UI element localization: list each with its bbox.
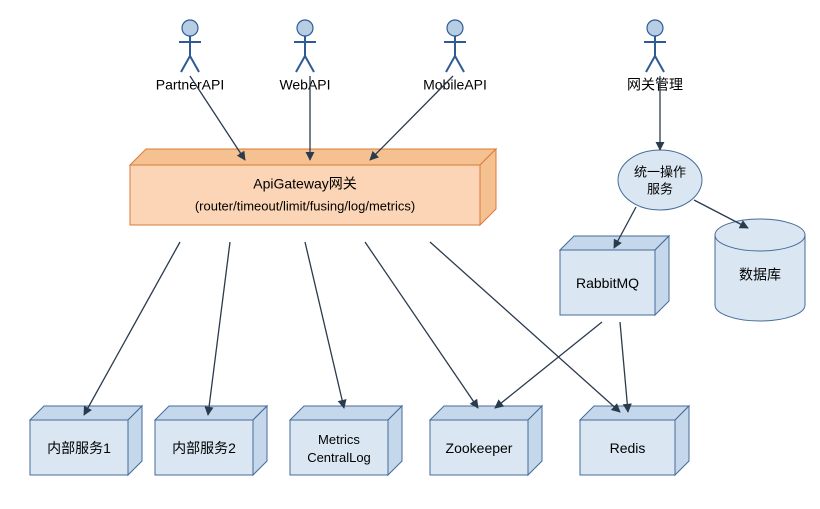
actor-web [294, 20, 316, 72]
edge-5 [694, 200, 748, 228]
ellipse-l2: 服务 [647, 181, 673, 196]
cyl-label: 数据库 [739, 267, 781, 283]
node-opservice [618, 150, 702, 210]
cube-label-redis: Redis [610, 440, 646, 456]
actor-label-partner: PartnerAPI [156, 77, 224, 93]
cube-label1-metrics: Metrics [318, 432, 360, 447]
actor-label-admin: 网关管理 [627, 77, 683, 93]
cube-label2-metrics: CentralLog [307, 450, 371, 465]
edge-9 [365, 242, 478, 408]
cube-label-rabbitmq: RabbitMQ [576, 275, 639, 291]
edge-12 [620, 322, 628, 412]
actor-mobile [444, 20, 466, 72]
actor-admin [644, 20, 666, 72]
edge-7 [208, 242, 230, 415]
gateway-title: ApiGateway网关 [253, 176, 356, 192]
cube-label-zookeeper: Zookeeper [446, 440, 513, 456]
edge-6 [84, 242, 180, 415]
edge-2 [370, 76, 453, 160]
edge-11 [495, 322, 602, 408]
cube-label-svc1: 内部服务1 [47, 440, 111, 456]
edge-8 [305, 242, 344, 408]
ellipse-l1: 统一操作 [634, 164, 686, 179]
actor-label-web: WebAPI [279, 77, 330, 93]
actor-partner [179, 20, 201, 72]
gateway-subtitle: (router/timeout/limit/fusing/log/metrics… [195, 198, 415, 213]
cube-label-svc2: 内部服务2 [172, 440, 236, 456]
actor-label-mobile: MobileAPI [423, 77, 487, 93]
